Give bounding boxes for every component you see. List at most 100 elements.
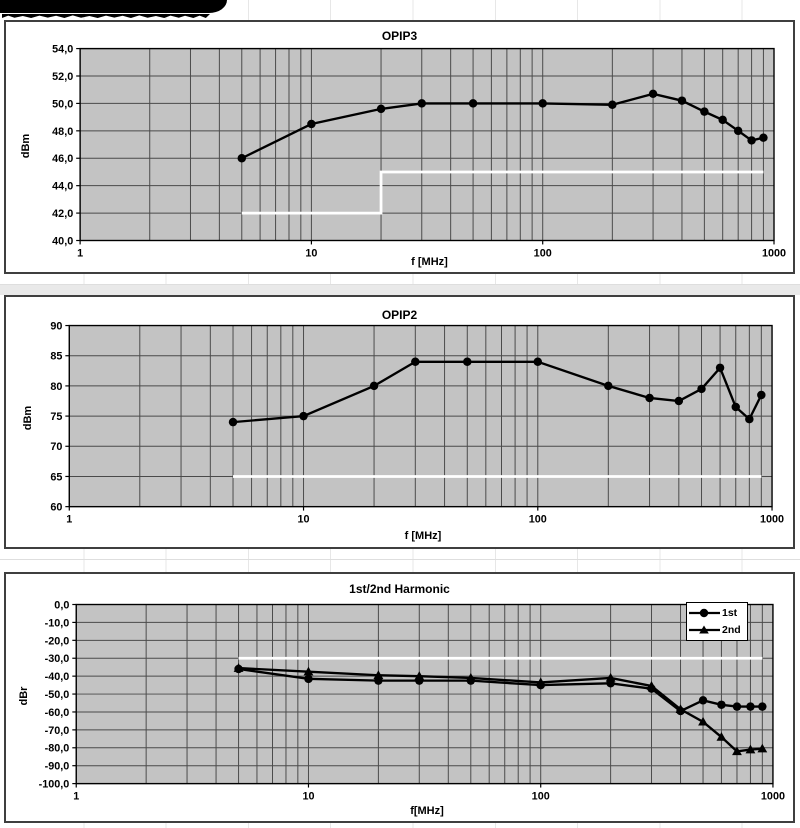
redacted-title (0, 0, 232, 19)
data-point-OPIP3 (700, 107, 709, 116)
data-point-OPIP2 (604, 381, 613, 391)
data-point-OPIP2 (411, 357, 420, 366)
y-axis-title: dBm (20, 133, 32, 159)
y-tick-label: -50,0 (45, 689, 70, 701)
data-point-1st (758, 702, 767, 711)
x-axis-title: f [MHz] (411, 256, 448, 268)
data-point-2nd (535, 677, 546, 687)
y-tick-label: 80 (50, 381, 62, 393)
y-tick-label: 50,0 (52, 98, 73, 110)
plot-area (80, 48, 775, 241)
x-tick-label: 100 (534, 247, 552, 259)
y-tick-label: -90,0 (45, 761, 70, 773)
x-tick-label: 1000 (762, 247, 786, 259)
legend-label: 1st (722, 606, 738, 619)
data-point-1st (304, 674, 313, 684)
legend: 1st 2nd (686, 602, 748, 641)
data-point-OPIP2 (645, 393, 654, 403)
data-point-OPIP2 (533, 357, 543, 366)
y-tick-label: -10,0 (45, 617, 70, 629)
y-tick-label: 44,0 (52, 181, 73, 193)
y-tick-label: -80,0 (45, 743, 70, 755)
chart-opip3[interactable]: 54,0 52,0 50,0 48,0 46,0 44,0 42,0 40,0 1 10 100 10… (4, 20, 795, 274)
data-point-OPIP3 (307, 119, 316, 129)
data-point-OPIP2 (674, 396, 684, 406)
data-point-1st (732, 702, 742, 711)
opip3-plot: 54,0 52,0 50,0 48,0 46,0 44,0 42,0 40,0 1 10 100 10… (52, 44, 786, 260)
data-point-OPIP3 (608, 100, 617, 110)
data-point-OPIP3 (648, 89, 658, 99)
data-point-2nd (414, 671, 425, 680)
y-tick-label: 0,0 (54, 599, 69, 611)
chart-harmonics[interactable]: 0,0 -10,0 -20,0 -30,0 -40,0 -50,0 -60,0 -70,0 -8… (4, 572, 795, 823)
data-point-OPIP3 (538, 99, 547, 108)
y-axis-title: dBm (22, 405, 34, 431)
y-tick-label: 90 (50, 320, 62, 332)
limit-line (241, 170, 764, 215)
data-point-OPIP3 (237, 154, 247, 163)
y-tick-label: 42,0 (52, 208, 73, 220)
y-tick-label: 48,0 (52, 126, 73, 138)
data-point-2nd (646, 681, 657, 690)
data-point-1st (746, 702, 755, 711)
chart-title: 1st/2nd Harmonic (349, 582, 450, 596)
data-point-OPIP2 (463, 357, 472, 366)
chart-opip2[interactable]: 90 85 80 75 70 65 60 1 10 100 1000 OPIP2 dBm f [MH… (4, 295, 795, 549)
y-tick-label: 75 (50, 411, 62, 423)
series-line-OPIP2 (232, 360, 763, 424)
y-tick-label: -60,0 (45, 707, 70, 719)
y-axis-title: dBr (18, 686, 30, 706)
data-point-2nd (303, 666, 314, 676)
y-tick-label: -100,0 (39, 779, 70, 791)
data-point-1st (698, 696, 708, 705)
x-tick-label: 1 (73, 790, 79, 802)
series-line-2nd (238, 666, 763, 753)
y-tick-label: -20,0 (45, 635, 70, 647)
data-point-OPIP2 (757, 390, 766, 400)
data-point-OPIP3 (747, 136, 756, 145)
y-tick-label: 46,0 (52, 153, 73, 165)
y-tick-label: 85 (50, 351, 62, 363)
harmonics-plot: 0,0 -10,0 -20,0 -30,0 -40,0 -50,0 -60,0 -70,0 -8… (39, 599, 785, 802)
x-tick-label: 10 (298, 513, 310, 525)
data-point-2nd (605, 673, 616, 682)
data-point-2nd (465, 673, 476, 682)
data-point-1st (717, 700, 726, 710)
plot-border (79, 47, 775, 242)
x-tick-label: 1 (77, 247, 83, 259)
data-point-2nd (233, 663, 244, 672)
y-tick-label: 60 (50, 502, 62, 514)
chart-title: OPIP2 (381, 308, 418, 322)
x-tick-label: 1000 (761, 790, 785, 802)
x-tick-label: 1 (66, 513, 72, 525)
legend-entry-1st: 1st (689, 605, 745, 621)
opip2-plot: 90 85 80 75 70 65 60 1 10 100 1000 (50, 320, 784, 525)
data-point-OPIP2 (228, 417, 238, 427)
y-tick-label: 70 (50, 441, 62, 453)
legend-label: 2nd (722, 624, 741, 637)
data-point-2nd (716, 732, 727, 741)
data-point-OPIP2 (715, 363, 725, 373)
chart-title: OPIP3 (381, 29, 418, 43)
triangle-marker-icon (689, 625, 720, 634)
data-point-OPIP3 (733, 126, 743, 136)
data-point-OPIP2 (697, 384, 706, 394)
redaction-bar (0, 0, 227, 13)
y-tick-label: -40,0 (45, 671, 70, 683)
circle-marker-icon (689, 608, 720, 617)
data-point-OPIP2 (745, 414, 754, 424)
data-point-2nd (757, 743, 768, 753)
data-point-OPIP3 (376, 104, 386, 114)
data-point-2nd (675, 704, 686, 714)
y-tick-label: 52,0 (52, 71, 73, 83)
row-border-line (0, 559, 800, 560)
data-point-OPIP3 (417, 99, 426, 108)
data-point-2nd (732, 746, 742, 756)
x-tick-label: 1000 (760, 513, 784, 525)
data-point-OPIP3 (468, 99, 478, 108)
data-point-OPIP2 (369, 381, 379, 391)
x-tick-label: 10 (302, 790, 314, 802)
row-band (0, 285, 800, 295)
data-point-2nd (373, 670, 384, 679)
x-axis-title: f [MHz] (404, 530, 442, 542)
